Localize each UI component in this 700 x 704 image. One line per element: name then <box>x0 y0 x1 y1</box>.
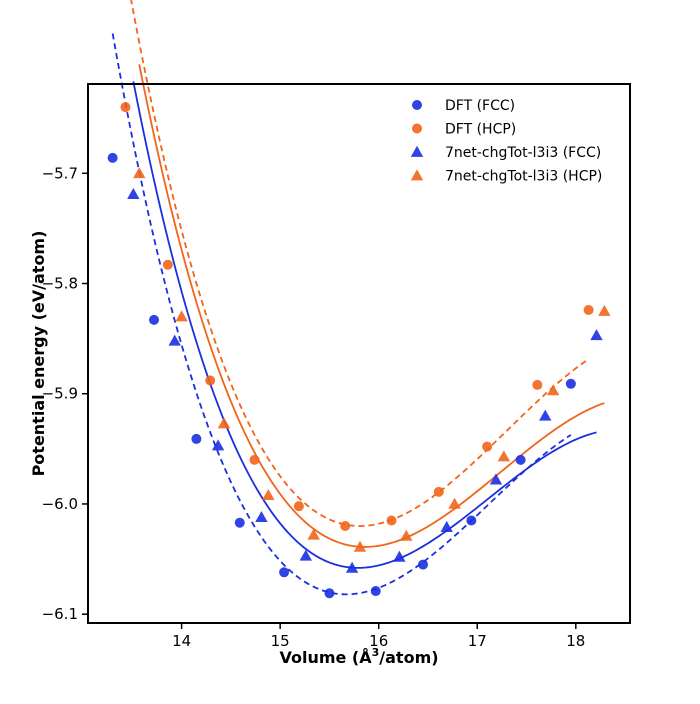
model-data-point <box>598 304 611 316</box>
model-data-point <box>440 520 453 532</box>
dft-data-point <box>162 259 173 270</box>
legend-marker <box>410 145 424 157</box>
dft-data-point <box>279 567 290 578</box>
model-data-point <box>255 510 268 523</box>
model-data-point <box>175 310 188 322</box>
legend-marker <box>412 123 422 134</box>
dft-data-point <box>324 588 335 599</box>
model-data-point <box>217 417 231 429</box>
model-data-point <box>393 550 406 562</box>
model-fit-curve <box>138 64 605 548</box>
model-data-point <box>211 439 225 451</box>
model-data-point <box>133 167 146 179</box>
model-data-point <box>590 329 603 341</box>
model-data-point <box>307 528 320 540</box>
y-tick-label: −6.1 <box>42 605 78 623</box>
legend-label: DFT (HCP) <box>445 122 516 138</box>
x-tick-label: 18 <box>566 632 585 650</box>
x-tick-label: 16 <box>369 632 388 650</box>
axis-ticks: 14 15 16 17 18 −6.1 −6.0 −5.9 −5.8 −5.7 <box>42 164 586 650</box>
y-axis-title: Potential energy (eV/atom) <box>29 231 48 477</box>
dft-data-point <box>205 375 216 386</box>
dft-data-point <box>234 517 245 528</box>
dft-data-point <box>482 441 493 452</box>
dft-data-point <box>532 379 543 390</box>
model-data-point <box>489 473 503 485</box>
dft-data-point <box>149 314 160 325</box>
model-data-point <box>299 549 312 561</box>
dft-data-point <box>370 586 381 597</box>
model-data-point <box>497 450 511 462</box>
model-data-point <box>168 334 181 346</box>
dft-fit-curve <box>130 0 590 527</box>
dft-data-point <box>191 433 202 444</box>
model-data-point <box>127 188 140 200</box>
y-tick-label: −5.7 <box>42 164 78 182</box>
legend-marker <box>410 169 424 181</box>
model-data-point <box>448 497 461 509</box>
model-data-point <box>546 384 560 396</box>
dft-data-point <box>583 304 594 315</box>
data-markers <box>107 102 611 599</box>
dft-data-point <box>466 515 477 526</box>
model-data-point <box>345 561 359 573</box>
legend-label: 7net-chgTot-l3i3 (FCC) <box>445 145 601 161</box>
dft-fit-curve <box>111 33 572 596</box>
x-tick-label: 15 <box>271 632 290 650</box>
model-data-point <box>539 409 552 421</box>
dft-data-point <box>386 515 397 526</box>
dft-data-point <box>433 486 444 497</box>
legend-marker <box>412 100 422 110</box>
legend: DFT (FCC) DFT (HCP) 7net-chgTot-l3i3 (FCC)… <box>410 98 602 185</box>
fit-curves <box>111 0 605 596</box>
dft-data-point <box>249 454 260 465</box>
model-data-point <box>353 540 367 552</box>
legend-label: DFT (FCC) <box>445 98 515 114</box>
legend-label: 7net-chgTot-l3i3 (HCP) <box>445 169 602 185</box>
dft-data-point <box>565 378 576 389</box>
x-axis-title: Volume (Å3/atom) <box>279 646 438 667</box>
model-data-point <box>400 529 413 541</box>
dft-data-point <box>120 102 131 113</box>
y-tick-label: −5.8 <box>42 275 78 293</box>
dft-data-point <box>515 454 526 465</box>
plot-frame <box>87 83 631 624</box>
dft-data-point <box>418 559 429 570</box>
x-tick-label: 14 <box>172 632 191 650</box>
dft-data-point <box>107 152 118 163</box>
dft-data-point <box>293 501 304 512</box>
dft-data-point <box>340 521 351 532</box>
x-tick-label: 17 <box>468 632 487 650</box>
y-tick-label: −5.9 <box>42 385 78 403</box>
model-data-point <box>262 488 275 500</box>
y-tick-label: −6.0 <box>42 495 78 513</box>
